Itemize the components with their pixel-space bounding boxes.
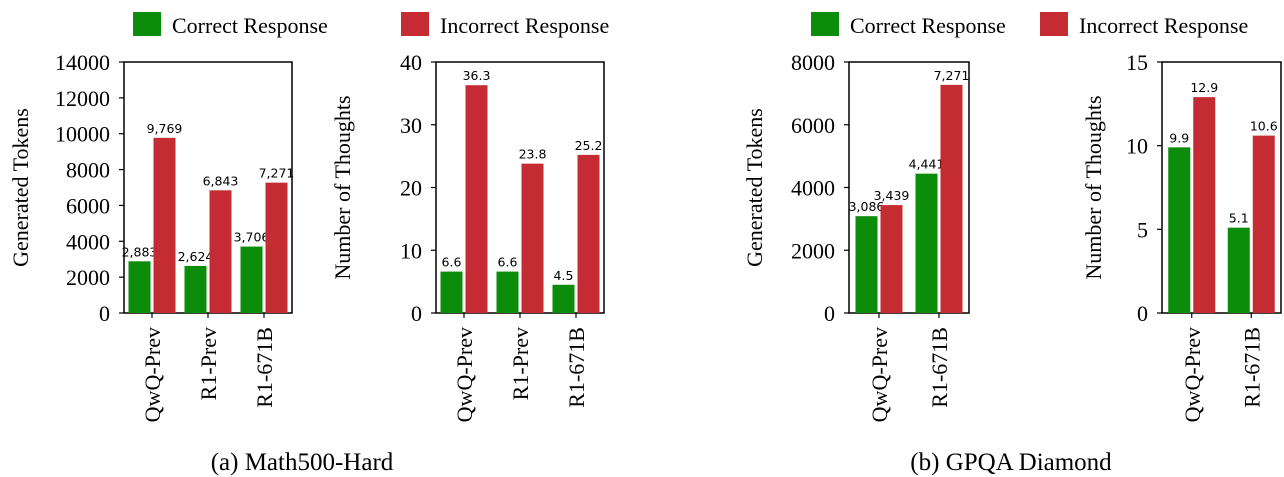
bar-value-label: 12.9 xyxy=(1190,80,1218,95)
legend-label-incorrect: Incorrect Response xyxy=(1079,13,1248,38)
y-axis-label: Generated Tokens xyxy=(8,108,33,267)
legend-label-correct: Correct Response xyxy=(850,13,1006,38)
y-tick-label: 15 xyxy=(1126,50,1148,75)
bar-correct-qwq-prev xyxy=(1168,147,1191,313)
bar-incorrect-r1-prev xyxy=(521,163,544,313)
legends: Correct Response Incorrect Response Correc… xyxy=(133,12,1248,38)
y-tick-label: 6000 xyxy=(66,193,110,218)
y-tick-label: 10 xyxy=(1126,134,1148,159)
chart-panels: 02000400060008000100001200014000Generate… xyxy=(8,50,1282,422)
bar-value-label: 36.3 xyxy=(463,68,491,83)
legend-swatch-correct xyxy=(811,12,839,36)
bar-value-label: 9.9 xyxy=(1169,130,1189,145)
y-tick-label: 40 xyxy=(400,50,422,75)
bar-incorrect-qwq-prev xyxy=(880,205,903,313)
bar-value-label: 3,439 xyxy=(874,188,910,203)
x-category-label: QwQ-Prev xyxy=(452,327,477,422)
bar-incorrect-r1-671b xyxy=(1252,135,1275,313)
bar-correct-r1-671b xyxy=(915,173,938,313)
bar-incorrect-r1-671b xyxy=(577,154,600,313)
y-tick-label: 0 xyxy=(99,301,110,326)
x-category-label: R1-671B xyxy=(1239,327,1264,408)
x-category-label: QwQ-Prev xyxy=(140,327,165,422)
y-tick-label: 0 xyxy=(411,301,422,326)
bar-correct-r1-prev xyxy=(184,265,207,313)
y-tick-label: 20 xyxy=(400,176,422,201)
legend-swatch-correct xyxy=(133,12,161,36)
y-tick-label: 10000 xyxy=(55,122,110,147)
bar-incorrect-qwq-prev xyxy=(153,137,176,313)
bar-incorrect-qwq-prev xyxy=(465,85,488,313)
bar-value-label: 3,086 xyxy=(849,199,885,214)
y-tick-label: 2000 xyxy=(791,238,835,263)
y-tick-label: 5 xyxy=(1137,217,1148,242)
legend-swatch-incorrect xyxy=(401,12,429,36)
legend-label-incorrect: Incorrect Response xyxy=(440,13,609,38)
bar-correct-r1-671b xyxy=(1227,227,1250,313)
bar-incorrect-r1-671b xyxy=(940,84,963,313)
chart-panel-1: 0 2000 4000 6000 8000 10000 12000 14000 Generate… xyxy=(8,50,294,422)
bar-value-label: 3,706 xyxy=(234,230,270,245)
bar-value-label: 25.2 xyxy=(575,138,603,153)
y-tick-label: 10 xyxy=(400,238,422,263)
y-axis-label: Generated Tokens xyxy=(742,108,767,267)
y-axis-label: Number of Thoughts xyxy=(1081,95,1106,279)
bar-correct-r1-671b xyxy=(552,284,575,313)
bar-value-label: 5.1 xyxy=(1229,211,1249,226)
legend-swatch-incorrect xyxy=(1040,12,1068,36)
legend-label-correct: Correct Response xyxy=(172,13,328,38)
bar-value-label: 23.8 xyxy=(519,147,547,162)
y-tick-label: 4000 xyxy=(66,229,110,254)
y-tick-label: 2000 xyxy=(66,265,110,290)
bar-value-label: 9,769 xyxy=(147,121,183,136)
x-category-label: QwQ-Prev xyxy=(1180,327,1205,422)
y-tick-label: 30 xyxy=(400,113,422,138)
bar-value-label: 10.6 xyxy=(1250,119,1278,134)
x-category-label: R1-671B xyxy=(564,327,589,408)
chart-panel-3: 0 2000 4000 6000 8000 Generated Tokens 3,0863,… xyxy=(742,50,970,422)
bar-value-label: 7,271 xyxy=(259,166,295,181)
y-tick-label: 0 xyxy=(1137,301,1148,326)
bar-value-label: 2,883 xyxy=(122,244,158,259)
bar-value-label: 2,624 xyxy=(178,249,214,264)
y-axis-label: Number of Thoughts xyxy=(330,95,355,279)
bar-value-label: 4.5 xyxy=(554,268,574,283)
x-category-label: R1-Prev xyxy=(508,327,533,400)
bar-value-label: 6.6 xyxy=(498,255,518,270)
bar-correct-r1-671b xyxy=(240,246,263,313)
plot-frame xyxy=(1161,61,1282,314)
bar-correct-qwq-prev xyxy=(855,216,878,313)
bar-incorrect-r1-671b xyxy=(265,182,288,313)
bar-value-label: 6,843 xyxy=(203,173,239,188)
subcaption-math500: (a) Math500-Hard xyxy=(211,449,394,476)
chart-panel-2: 0 10 20 30 40 Number of Thoughts 6.6 36.3 QwQ-Pr… xyxy=(330,50,605,422)
bar-value-label: 6.6 xyxy=(442,255,462,270)
subcaption-gpqa: (b) GPQA Diamond xyxy=(910,449,1112,476)
bar-incorrect-r1-prev xyxy=(209,190,232,313)
bar-value-label: 7,271 xyxy=(934,68,970,83)
bar-value-label: 4,441 xyxy=(909,157,945,172)
x-category-label: R1-Prev xyxy=(196,327,221,400)
x-category-label: QwQ-Prev xyxy=(867,327,892,422)
y-tick-label: 4000 xyxy=(791,176,835,201)
bar-correct-qwq-prev xyxy=(128,261,151,313)
y-tick-label: 0 xyxy=(824,301,835,326)
y-tick-label: 12000 xyxy=(55,86,110,111)
bar-correct-qwq-prev xyxy=(440,271,463,313)
y-tick-label: 6000 xyxy=(791,113,835,138)
x-category-label: R1-671B xyxy=(927,327,952,408)
chart-panel-4: 0 5 10 15 Number of Thoughts 9.9 12.9 QwQ-Prev 5… xyxy=(1081,50,1282,422)
y-tick-label: 14000 xyxy=(55,50,110,75)
bar-incorrect-qwq-prev xyxy=(1193,97,1216,313)
y-tick-label: 8000 xyxy=(791,50,835,75)
x-category-label: R1-671B xyxy=(252,327,277,408)
bar-correct-r1-prev xyxy=(496,271,519,313)
y-tick-label: 8000 xyxy=(66,158,110,183)
